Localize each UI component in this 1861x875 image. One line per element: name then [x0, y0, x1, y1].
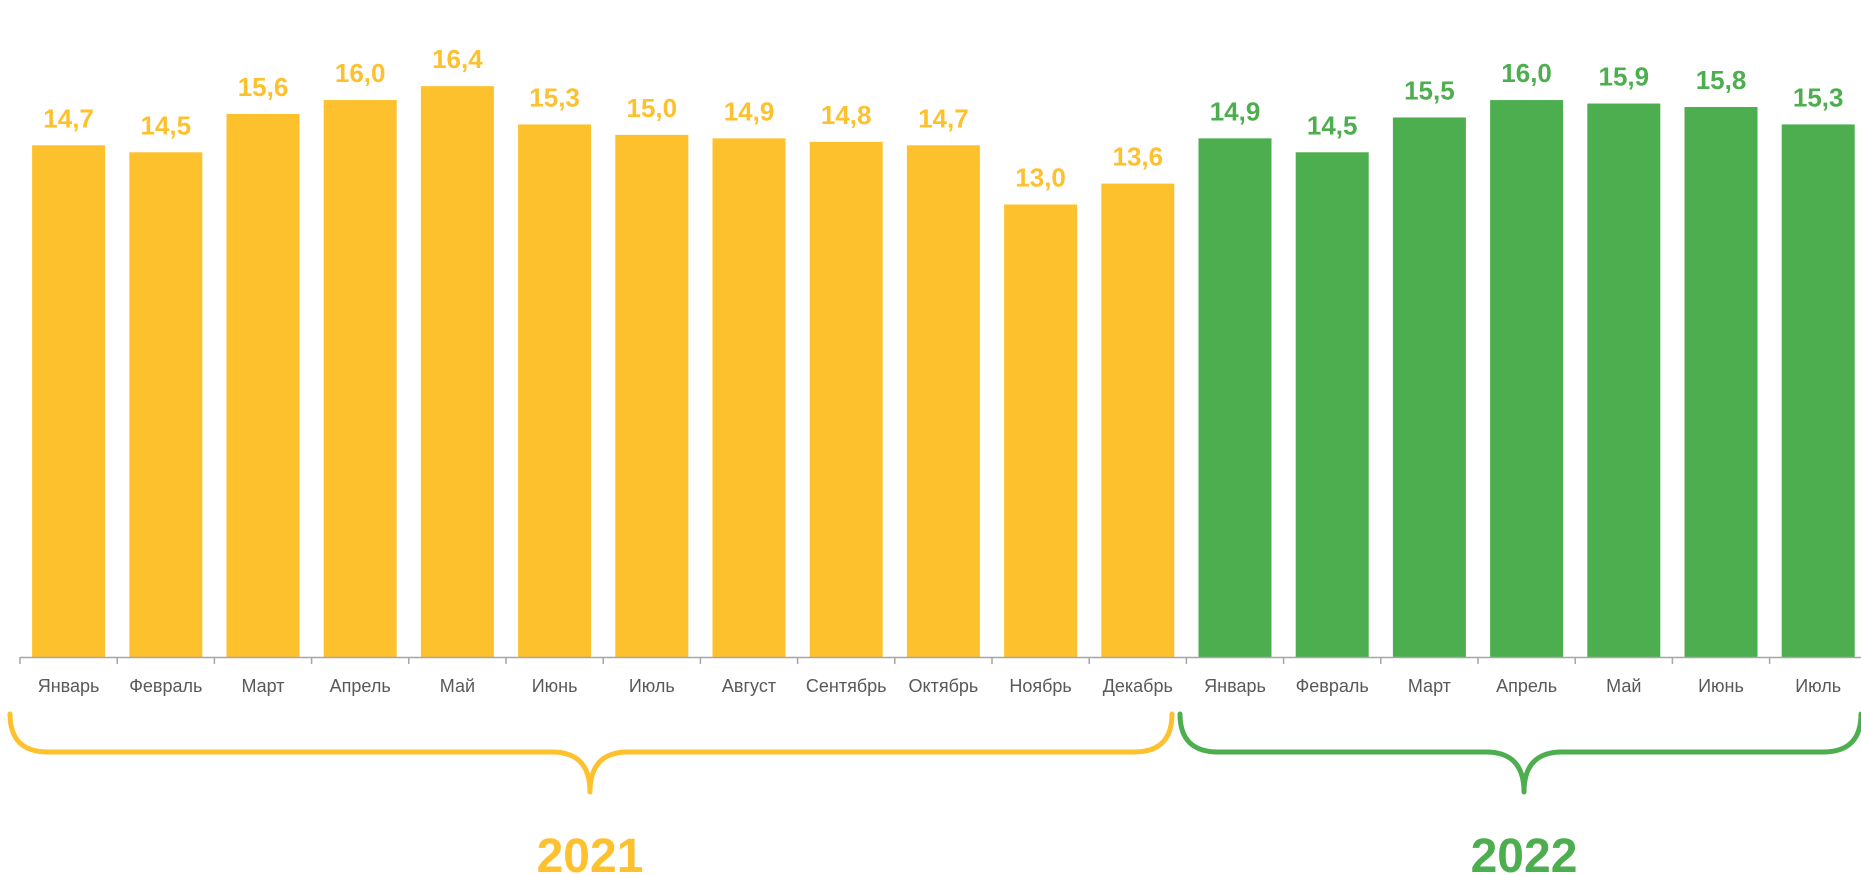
value-label: 14,5	[1307, 110, 1358, 140]
bar-year-2021-3	[226, 113, 300, 658]
x-tick-label: Сентябрь	[806, 676, 887, 696]
value-label: 15,3	[1793, 82, 1844, 112]
year-label-2021: 2021	[537, 830, 644, 875]
value-label: 14,9	[724, 96, 775, 126]
x-tick-label: Август	[722, 676, 776, 696]
bar-year-2022-14	[1295, 152, 1369, 657]
value-label: 14,5	[140, 110, 191, 140]
x-tick-label: Март	[1408, 676, 1451, 696]
bar-year-2022-16	[1490, 100, 1564, 657]
bar-year-2021-9	[809, 141, 883, 658]
x-tick-label: Март	[241, 676, 284, 696]
bars-layer	[32, 86, 1855, 658]
value-label: 16,0	[1501, 58, 1552, 88]
year-label-2022: 2022	[1471, 830, 1578, 875]
x-tick-label: Февраль	[129, 676, 202, 696]
x-tick-label: Январь	[38, 676, 100, 696]
value-label: 14,7	[43, 103, 94, 133]
bar-year-2021-7	[615, 134, 689, 658]
bar-year-2022-13	[1198, 138, 1272, 657]
tick-labels-layer: Январь Февраль Март Апрель Май Июнь Июль Август…	[38, 676, 1841, 696]
value-label: 15,3	[529, 82, 580, 112]
brace-2022	[1177, 711, 1861, 795]
bar-year-2022-19	[1781, 124, 1855, 658]
brace-2021	[7, 711, 1175, 795]
x-tick-label: Май	[440, 676, 475, 696]
value-label: 16,0	[335, 58, 386, 88]
x-tick-label: Июнь	[1698, 676, 1744, 696]
bar-year-2021-6	[518, 124, 592, 658]
x-tick-label: Июль	[1795, 676, 1841, 696]
x-tick-label: Июль	[629, 676, 675, 696]
bar-year-2021-12	[1101, 183, 1175, 658]
x-tick-label: Октябрь	[909, 676, 979, 696]
value-label: 15,8	[1696, 65, 1747, 95]
value-label: 13,0	[1015, 162, 1066, 192]
x-tick-label: Февраль	[1296, 676, 1369, 696]
value-label: 15,6	[238, 72, 289, 102]
value-label: 14,9	[1210, 96, 1261, 126]
year-braces-layer	[7, 711, 1861, 795]
bar-year-2021-1	[32, 145, 106, 658]
x-tick-label: Ноябрь	[1009, 676, 1071, 696]
value-label: 14,7	[918, 103, 969, 133]
bar-year-2022-18	[1684, 107, 1758, 658]
bar-year-2021-4	[323, 100, 397, 657]
value-label: 15,0	[626, 93, 677, 123]
value-label: 16,4	[432, 44, 483, 74]
x-tick-label: Декабрь	[1103, 676, 1173, 696]
x-tick-label: Апрель	[330, 676, 391, 696]
x-tick-label: Июнь	[532, 676, 578, 696]
bar-year-2021-2	[129, 152, 203, 657]
bar-year-2021-5	[420, 86, 494, 658]
x-tick-label: Апрель	[1496, 676, 1557, 696]
x-axis	[19, 656, 1861, 664]
value-label: 15,9	[1598, 62, 1649, 92]
bar-year-2022-15	[1392, 117, 1466, 657]
value-label: 14,8	[821, 100, 872, 130]
bar-year-2021-10	[906, 145, 980, 658]
value-label: 13,6	[1112, 142, 1163, 172]
x-tick-label: Май	[1606, 676, 1641, 696]
bar-year-2021-8	[712, 138, 786, 657]
x-tick-label: Январь	[1204, 676, 1266, 696]
value-label: 15,5	[1404, 75, 1455, 105]
value-labels-layer: 14,7 14,5 15,6 16,0 16,4 15,3 15,0 14,9 14,8 14,7…	[43, 44, 1843, 192]
bar-year-2022-17	[1587, 103, 1661, 657]
bar-year-2021-11	[1004, 204, 1078, 658]
year-labels-layer: 2021 2022	[537, 830, 1578, 875]
